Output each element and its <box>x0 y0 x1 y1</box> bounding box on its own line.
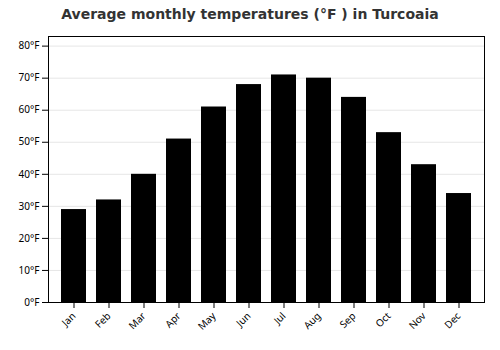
svg-text:20°F: 20°F <box>19 231 40 245</box>
svg-text:Sep: Sep <box>336 309 358 331</box>
svg-text:40°F: 40°F <box>19 167 40 181</box>
svg-text:30°F: 30°F <box>19 199 40 213</box>
svg-text:Feb: Feb <box>91 309 113 331</box>
html-text:Average monthly temperatures (: Average monthly temperatures (°F ) in Tu… <box>61 6 439 22</box>
svg-text:60°F: 60°F <box>19 102 40 116</box>
svg-text:50°F: 50°F <box>19 134 40 148</box>
svg-text:Jun: Jun <box>232 309 253 330</box>
svg-text:Oct: Oct <box>372 309 394 331</box>
svg-text:10°F: 10°F <box>19 263 40 277</box>
svg-text:Dec: Dec <box>441 309 464 332</box>
svg-text:70°F: 70°F <box>19 70 40 84</box>
svg-text:0°F: 0°F <box>24 295 39 309</box>
svg-text:Jul: Jul <box>270 309 289 328</box>
svg-text:Jan: Jan <box>58 309 79 330</box>
svg-text:Mar: Mar <box>125 309 148 332</box>
svg-text:80°F: 80°F <box>19 38 40 52</box>
svg-text:Apr: Apr <box>162 309 184 331</box>
svg-text:Aug: Aug <box>300 309 323 332</box>
svg-text:Nov: Nov <box>405 308 429 332</box>
svg-text:May: May <box>194 308 219 333</box>
